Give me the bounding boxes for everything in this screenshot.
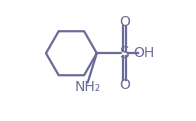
Text: NH₂: NH₂ [75,80,101,94]
Text: O: O [119,15,130,29]
Text: S: S [120,46,130,61]
Text: OH: OH [133,46,154,60]
Text: O: O [119,78,130,92]
